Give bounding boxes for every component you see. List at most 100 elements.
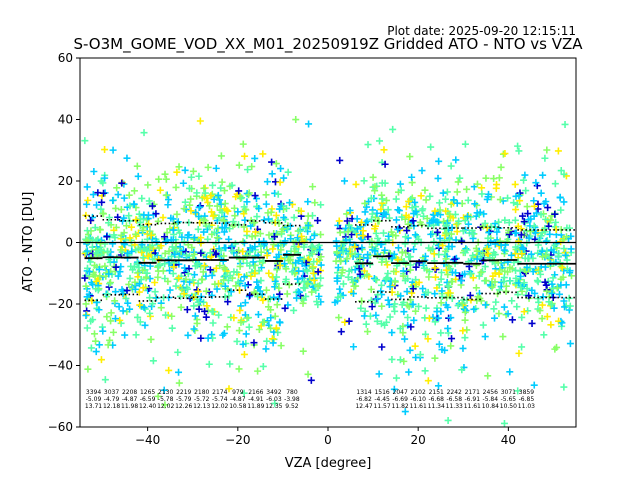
data-point: [372, 311, 380, 319]
data-point: [543, 313, 551, 321]
data-point: [317, 253, 325, 261]
data-point: [246, 291, 254, 299]
data-point: [542, 237, 550, 245]
data-point: [233, 268, 241, 276]
data-point: [82, 300, 90, 308]
axis-ticks: −40 −20 0 20 40 −60 −40 −20 0 20 40 60: [48, 51, 516, 447]
data-point: [562, 233, 570, 241]
data-point: [424, 288, 432, 296]
data-point: [206, 266, 214, 274]
data-point: [147, 335, 155, 343]
data-point: [406, 153, 414, 161]
data-point: [469, 230, 477, 238]
data-point: [514, 222, 522, 230]
data-point: [454, 302, 462, 310]
data-point: [83, 324, 91, 332]
data-point: [114, 272, 122, 280]
data-point: [523, 285, 531, 293]
data-point: [336, 285, 344, 293]
data-point: [444, 416, 452, 424]
data-point: [384, 296, 392, 304]
data-point: [284, 168, 292, 176]
data-point: [388, 355, 396, 363]
data-point: [251, 269, 259, 277]
data-point: [484, 372, 492, 380]
data-point: [461, 334, 469, 342]
data-point: [220, 276, 228, 284]
data-point: [520, 245, 528, 253]
data-point: [523, 263, 531, 271]
data-point: [119, 307, 127, 315]
data-point: [442, 255, 450, 263]
data-point: [161, 401, 169, 409]
data-point: [544, 204, 552, 212]
data-point: [195, 305, 203, 313]
data-point: [113, 184, 121, 192]
data-point: [137, 276, 145, 284]
bin-mean-label: -5.65: [501, 396, 517, 403]
data-point: [412, 263, 420, 271]
data-point: [303, 267, 311, 275]
data-point: [557, 275, 565, 283]
data-point: [132, 246, 140, 254]
data-point: [262, 345, 270, 353]
data-point: [520, 218, 528, 226]
data-point: [293, 294, 301, 302]
data-point: [170, 263, 178, 271]
data-point: [159, 267, 167, 275]
data-point: [456, 272, 464, 280]
data-point: [250, 288, 258, 296]
data-point: [352, 180, 360, 188]
data-point: [344, 273, 352, 281]
data-point: [105, 219, 113, 227]
data-point: [84, 365, 92, 373]
data-point: [401, 277, 409, 285]
data-point: [89, 316, 97, 324]
data-point: [429, 245, 437, 253]
data-point: [117, 206, 125, 214]
data-point: [260, 216, 268, 224]
data-point: [536, 307, 544, 315]
data-point: [476, 294, 484, 302]
data-point: [276, 261, 284, 269]
data-point: [205, 360, 213, 368]
data-point: [461, 308, 469, 316]
data-point: [250, 219, 258, 227]
data-point: [110, 231, 118, 239]
data-point: [368, 210, 376, 218]
data-point: [525, 234, 533, 242]
data-point: [107, 317, 115, 325]
data-point: [478, 184, 486, 192]
bin-std-label: 9.52: [285, 403, 299, 410]
data-point: [519, 212, 527, 220]
data-point: [151, 288, 159, 296]
data-point: [97, 205, 105, 213]
data-point: [448, 278, 456, 286]
data-point: [361, 267, 369, 275]
data-point: [518, 250, 526, 258]
data-point: [103, 233, 111, 241]
data-point: [515, 237, 523, 245]
data-point: [255, 267, 263, 275]
data-point: [364, 328, 372, 336]
data-point: [291, 247, 299, 255]
data-point: [466, 291, 474, 299]
data-point: [458, 237, 466, 245]
data-point: [209, 308, 217, 316]
data-point: [142, 274, 150, 282]
data-point: [371, 247, 379, 255]
data-point: [412, 354, 420, 362]
data-point: [511, 216, 519, 224]
data-point: [364, 251, 372, 259]
data-point: [496, 196, 504, 204]
data-point: [405, 197, 413, 205]
x-axis-label: VZA [degree]: [285, 456, 372, 471]
data-point: [497, 163, 505, 171]
data-point: [557, 206, 565, 214]
data-point: [190, 234, 198, 242]
x-tick-label: 20: [411, 433, 426, 447]
data-point: [461, 217, 469, 225]
data-point: [243, 198, 251, 206]
data-point: [353, 215, 361, 223]
bin-std-label: 12.13: [193, 403, 210, 410]
